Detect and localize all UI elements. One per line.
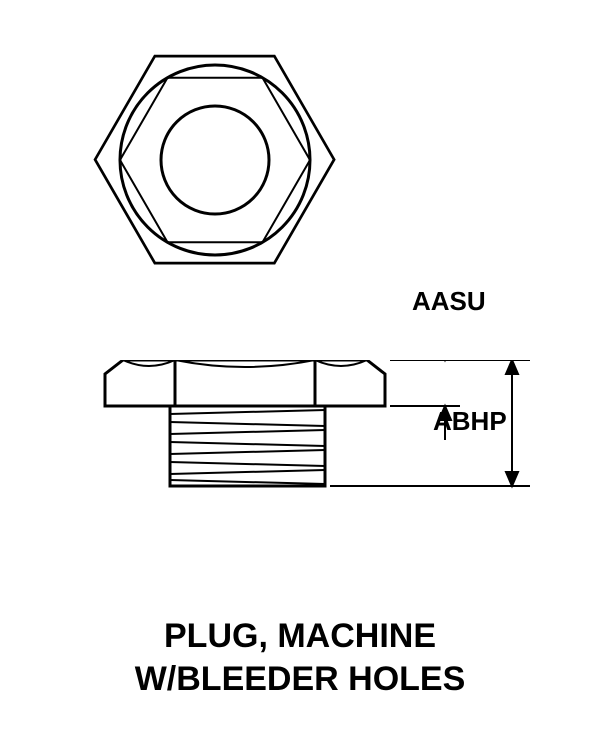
abhp-label: ABHP — [433, 406, 507, 437]
side-view-svg — [60, 360, 540, 580]
figure-canvas: AASU ABHP PLUG, MACHINE W/BLEEDER HOLES — [0, 0, 600, 750]
caption-line-2: W/BLEEDER HOLES — [0, 658, 600, 701]
hex-outline — [95, 56, 334, 263]
figure-caption: PLUG, MACHINE W/BLEEDER HOLES — [0, 615, 600, 700]
side-view: AASU ABHP — [60, 360, 540, 580]
inner-hex-chamfer-hint — [120, 78, 310, 243]
top-view-svg — [85, 30, 345, 290]
inner-circle — [161, 106, 269, 214]
top-view — [85, 30, 345, 290]
aasu-label: AASU — [412, 286, 486, 317]
outer-circle — [120, 65, 310, 255]
caption-line-1: PLUG, MACHINE — [0, 615, 600, 658]
hex-head-profile — [105, 360, 385, 406]
abhp-dimension — [506, 360, 518, 486]
threaded-shank — [170, 406, 325, 486]
